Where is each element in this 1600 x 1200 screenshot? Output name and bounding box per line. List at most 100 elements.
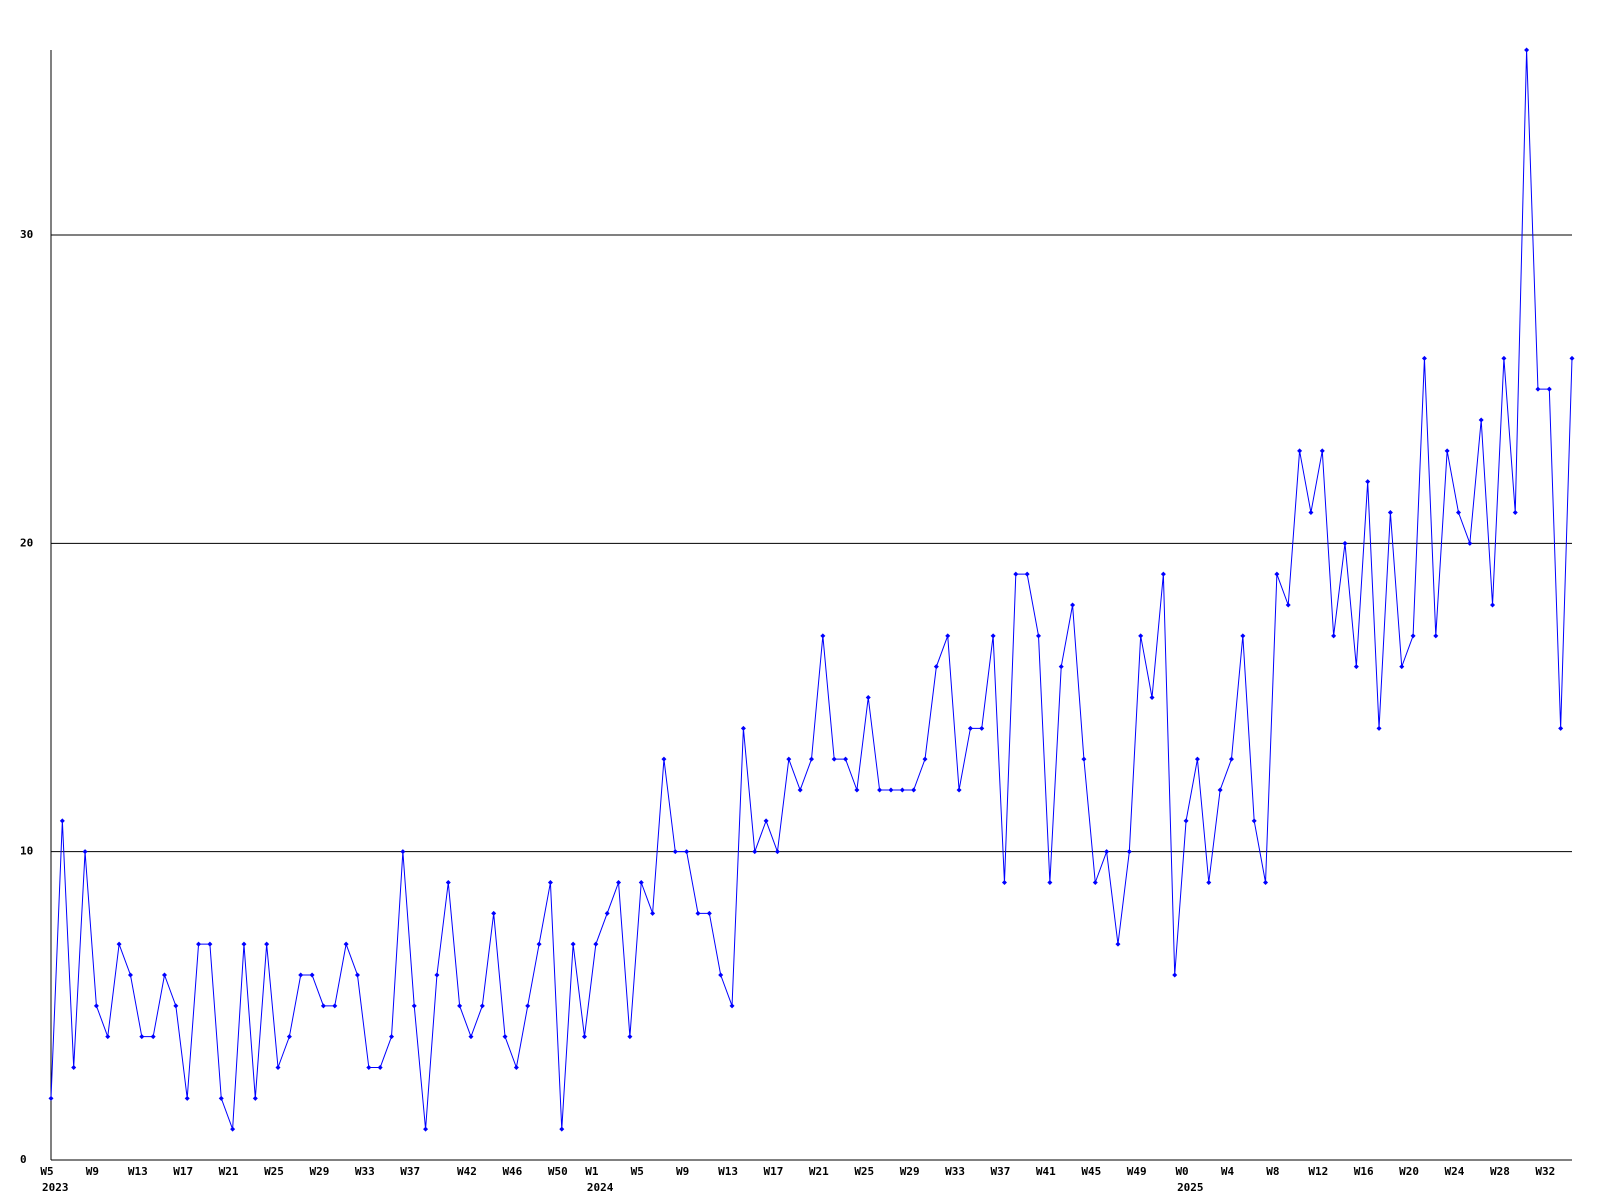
y-tick-label: 0 [20, 1153, 27, 1166]
x-tick-label: W33 [945, 1165, 965, 1178]
point-marker [127, 972, 133, 978]
point-marker [59, 818, 65, 824]
point-marker [286, 1034, 292, 1040]
point-marker [1285, 602, 1291, 608]
x-tick-label: W1 [585, 1165, 599, 1178]
point-marker [604, 910, 610, 916]
point-marker [933, 664, 939, 670]
point-marker [1126, 849, 1132, 855]
point-marker [139, 1034, 145, 1040]
x-tick-label: W28 [1490, 1165, 1510, 1178]
x-tick-label: W37 [400, 1165, 420, 1178]
point-marker [1138, 633, 1144, 639]
point-marker [729, 1003, 735, 1009]
point-marker [377, 1065, 383, 1070]
x-tick-label: W25 [264, 1165, 284, 1178]
point-marker [1376, 725, 1382, 731]
point-marker [581, 1034, 587, 1040]
x-tick-label: W13 [718, 1165, 738, 1178]
point-marker [491, 910, 497, 916]
point-marker [241, 941, 247, 947]
point-marker [207, 941, 213, 947]
point-marker [230, 1126, 236, 1132]
point-marker [774, 849, 780, 855]
point-marker [786, 756, 792, 762]
point-marker [218, 1095, 224, 1101]
point-marker [831, 756, 837, 762]
point-marker [411, 1003, 417, 1009]
point-marker [1478, 417, 1484, 423]
point-marker [173, 1003, 179, 1009]
point-marker [1183, 818, 1189, 824]
point-marker [559, 1126, 565, 1132]
x-tick-label: W13 [128, 1165, 148, 1178]
point-marker [275, 1065, 281, 1070]
point-marker [1058, 664, 1064, 670]
point-marker [820, 633, 826, 639]
x-tick-label: W29 [900, 1165, 920, 1178]
point-marker [105, 1034, 111, 1040]
point-marker [1467, 540, 1473, 546]
point-marker [843, 756, 849, 762]
point-marker [1274, 571, 1280, 577]
point-marker [740, 725, 746, 731]
point-marker [434, 972, 440, 978]
point-marker [865, 695, 871, 700]
point-marker [718, 972, 724, 978]
point-marker [1490, 602, 1496, 608]
x-group-label: 2024 [587, 1181, 614, 1194]
point-marker [1331, 633, 1337, 639]
point-marker [1194, 756, 1200, 762]
point-marker [1160, 571, 1166, 577]
y-tick-label: 30 [20, 228, 33, 241]
point-marker [1569, 355, 1575, 361]
point-marker [309, 972, 315, 978]
x-group-label: 2023 [42, 1181, 69, 1194]
x-group-label: 2025 [1177, 1181, 1204, 1194]
point-marker [1410, 633, 1416, 639]
point-marker [979, 725, 985, 731]
x-tick-label: W9 [676, 1165, 689, 1178]
series-line [50, 49, 1573, 1130]
x-tick-label: W49 [1127, 1165, 1147, 1178]
point-marker [116, 941, 122, 947]
point-marker [252, 1095, 258, 1101]
point-marker [1319, 448, 1325, 454]
point-marker [468, 1034, 474, 1040]
x-tick-label: W17 [173, 1165, 193, 1178]
x-tick-label: W9 [86, 1165, 99, 1178]
point-marker [797, 787, 803, 793]
point-marker [536, 941, 542, 947]
point-marker [1228, 756, 1234, 762]
x-tick-label: W12 [1308, 1165, 1328, 1178]
point-marker [1512, 510, 1518, 515]
point-marker [1172, 972, 1178, 978]
x-tick-label: W45 [1081, 1165, 1101, 1178]
point-marker [1421, 355, 1427, 361]
point-marker [400, 849, 406, 855]
point-marker [513, 1065, 519, 1070]
point-marker [389, 1034, 395, 1040]
point-marker [150, 1034, 156, 1040]
point-marker [695, 910, 701, 916]
point-marker [1240, 633, 1246, 639]
x-tick-label: W37 [991, 1165, 1011, 1178]
point-marker [1047, 880, 1053, 885]
x-tick-label: W41 [1036, 1165, 1056, 1178]
point-marker [445, 880, 451, 885]
point-marker [264, 941, 270, 947]
point-marker [1558, 725, 1564, 731]
point-marker [1115, 941, 1121, 947]
point-marker [1013, 571, 1019, 577]
y-tick-label: 20 [20, 536, 33, 549]
point-marker [809, 756, 814, 762]
x-tick-label: W32 [1535, 1165, 1555, 1178]
x-tick-label: W20 [1399, 1165, 1419, 1178]
point-marker [525, 1003, 531, 1009]
point-marker [990, 633, 996, 639]
point-marker [1036, 633, 1042, 639]
point-marker [627, 1034, 633, 1040]
point-marker [1297, 448, 1303, 454]
point-marker [1353, 664, 1359, 670]
